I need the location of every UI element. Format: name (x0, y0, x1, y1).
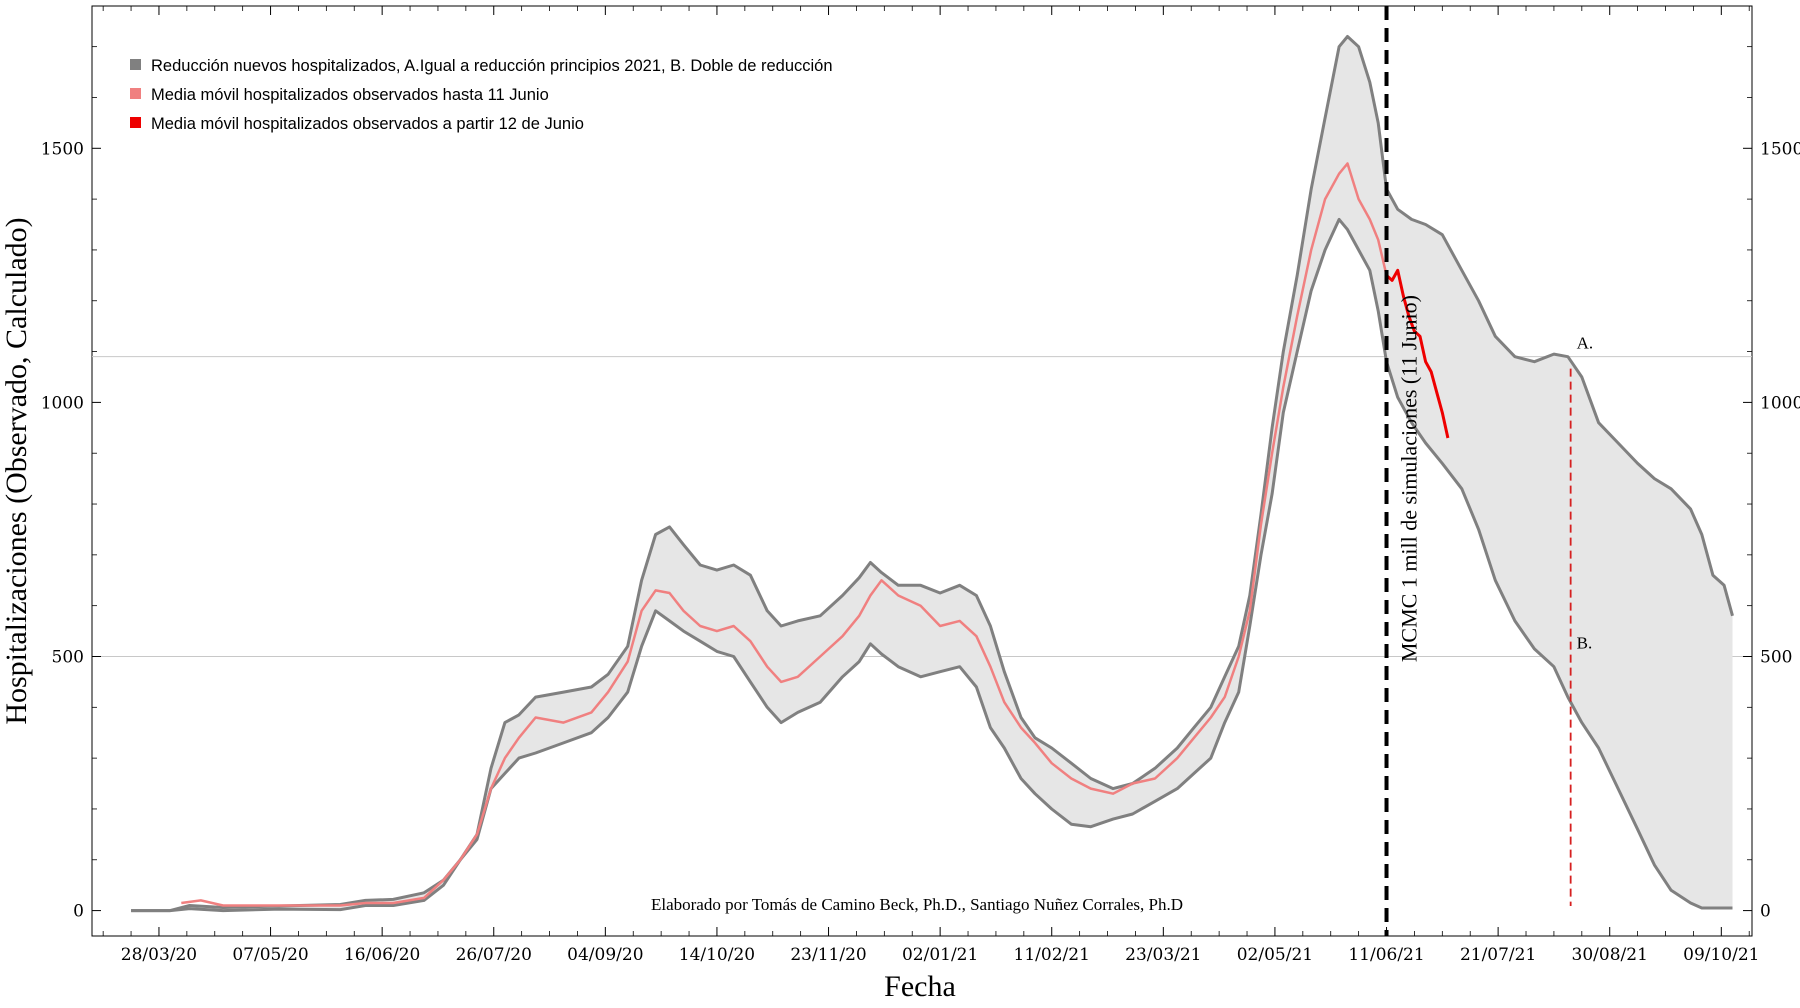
x-tick-label-2: 16/06/20 (344, 945, 420, 965)
series-lines (181, 162, 1450, 907)
x-tick-label-3: 26/07/20 (456, 945, 532, 965)
x-tick-label-10: 02/05/21 (1237, 945, 1313, 965)
x-tick-label-6: 23/11/20 (790, 945, 866, 965)
mcmc-vline-label: MCMC 1 mill de simulaciones (11 Junio) (1397, 295, 1422, 662)
series-observed-from-june (1385, 268, 1450, 439)
x-tick-label-14: 09/10/21 (1683, 945, 1759, 965)
band-lower-line (131, 217, 1733, 913)
x-tick-label-1: 07/05/20 (232, 945, 308, 965)
series-observed-until-june (181, 162, 1388, 907)
y-tick-label-right-1500: 1500 (1760, 139, 1800, 159)
x-tick-label-8: 11/02/21 (1014, 945, 1090, 965)
x-tick-label-0: 28/03/20 (121, 945, 197, 965)
legend-label-observed-from-june: Media móvil hospitalizados observados a … (151, 115, 584, 133)
legend: Reducción nuevos hospitalizados, A.Igual… (130, 57, 833, 133)
x-tick-label-7: 02/01/21 (902, 945, 978, 965)
reduction-band (131, 35, 1734, 913)
y-tick-label-left-0: 0 (73, 902, 84, 922)
y-tick-label-right-0: 0 (1760, 902, 1771, 922)
x-tick-label-13: 30/08/21 (1572, 945, 1648, 965)
axes: 0 0 500 500 1000 1000 1500 1500 28/03/20 07/05/20… (41, 6, 1800, 965)
label-b: B. (1577, 633, 1593, 652)
legend-label-observed-until-june: Media móvil hospitalizados observados ha… (151, 86, 549, 104)
credit-text: Elaborado por Tomás de Camino Beck, Ph.D… (651, 895, 1183, 914)
y-tick-label-left-1500: 1500 (41, 139, 84, 159)
y-tick-label-left-1000: 1000 (41, 393, 84, 413)
y-tick-label-left-500: 500 (52, 647, 84, 667)
x-tick-label-5: 14/10/20 (679, 945, 755, 965)
legend-label-band: Reducción nuevos hospitalizados, A.Igual… (151, 57, 833, 75)
y-axis-title: Hospitalizaciones (Observado, Calculado) (0, 217, 33, 724)
annotations: MCMC 1 mill de simulaciones (11 Junio) A.… (1384, 6, 1594, 936)
legend-swatch-observed-until-june (130, 88, 141, 99)
x-tick-label-12: 21/07/21 (1460, 945, 1536, 965)
x-axis-title: Fecha (884, 970, 956, 1003)
y-tick-label-right-500: 500 (1760, 647, 1792, 667)
x-tick-label-4: 04/09/20 (567, 945, 643, 965)
legend-swatch-observed-from-june (130, 117, 141, 128)
y-tick-label-right-1000: 1000 (1760, 393, 1800, 413)
x-tick-label-11: 11/06/21 (1348, 945, 1424, 965)
x-tick-label-9: 23/03/21 (1125, 945, 1201, 965)
band-upper-line (131, 35, 1734, 913)
label-a: A. (1577, 334, 1594, 353)
legend-swatch-band (130, 59, 141, 70)
